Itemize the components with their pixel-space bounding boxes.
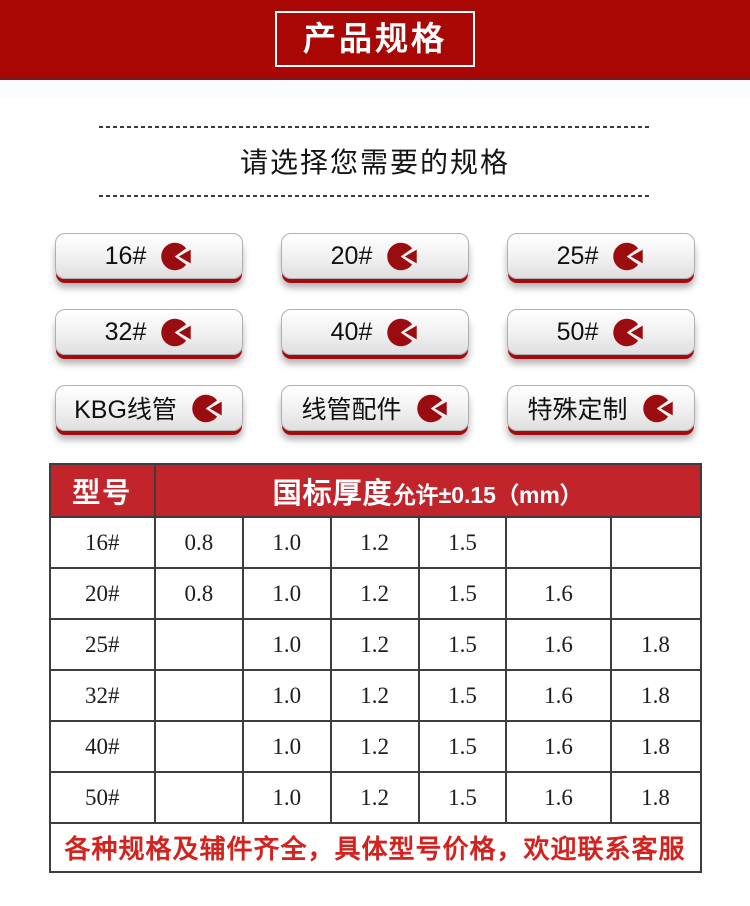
table-header-row: 型号 国标厚度允许±0.15（mm） — [48, 463, 702, 518]
cell-thickness: 1.5 — [417, 771, 508, 824]
cell-thickness: 1.2 — [329, 618, 420, 671]
pie-chart-icon — [613, 318, 644, 346]
cell-thickness: 1.0 — [241, 669, 332, 722]
header-thickness-sub: 允许±0.15（mm） — [392, 481, 583, 508]
cell-thickness: 1.8 — [609, 720, 702, 773]
table-row: 40# 1.0 1.2 1.5 1.6 1.8 — [48, 720, 702, 773]
cell-thickness — [609, 516, 702, 569]
header-thickness: 国标厚度允许±0.15（mm） — [153, 463, 702, 518]
spec-button-label: 32# — [104, 317, 147, 346]
cell-thickness: 0.8 — [153, 567, 244, 620]
cell-model: 40# — [48, 720, 156, 773]
spec-button[interactable]: KBG线管 — [55, 385, 243, 431]
spec-button[interactable]: 32# — [55, 309, 243, 355]
top-banner: 产品规格 — [0, 0, 750, 80]
cell-thickness — [609, 567, 702, 620]
pie-chart-icon — [613, 242, 644, 270]
spec-table-body: 16# 0.8 1.0 1.2 1.5 20# 0.8 1.0 1.2 1.5 … — [48, 516, 702, 824]
spec-picker-section: 请选择您需要的规格 — [0, 126, 750, 197]
cell-thickness — [153, 771, 244, 824]
pie-chart-icon — [161, 318, 192, 346]
cell-thickness: 1.5 — [417, 720, 508, 773]
spec-button[interactable]: 16# — [55, 233, 243, 279]
cell-thickness: 1.8 — [609, 669, 702, 722]
spec-button[interactable]: 20# — [281, 233, 469, 279]
table-row: 16# 0.8 1.0 1.2 1.5 — [48, 516, 702, 569]
spec-button-label: 20# — [330, 241, 373, 270]
cell-model: 20# — [48, 567, 156, 620]
cell-thickness: 1.8 — [609, 618, 702, 671]
banner-title-box: 产品规格 — [275, 10, 475, 68]
cell-thickness: 1.5 — [417, 516, 508, 569]
spec-button-label: 特殊定制 — [527, 396, 628, 424]
cell-thickness: 1.6 — [505, 669, 612, 722]
table-footer-note: 各种规格及辅件齐全，具体型号价格，欢迎联系客服 — [48, 822, 702, 873]
cell-thickness: 1.2 — [329, 567, 420, 620]
spec-button-label: KBG线管 — [74, 396, 177, 424]
table-row: 25# 1.0 1.2 1.5 1.6 1.8 — [48, 618, 702, 671]
pie-chart-icon — [192, 394, 222, 422]
cell-model: 16# — [48, 516, 156, 569]
cell-model: 32# — [48, 669, 156, 722]
table-row: 20# 0.8 1.0 1.2 1.5 1.6 — [48, 567, 702, 620]
table-row: 50# 1.0 1.2 1.5 1.6 1.8 — [48, 771, 702, 824]
cell-thickness: 1.0 — [241, 771, 332, 824]
cell-thickness — [153, 720, 244, 773]
spec-button[interactable]: 50# — [507, 309, 695, 355]
table-row: 32# 1.0 1.2 1.5 1.6 1.8 — [48, 669, 702, 722]
spec-table: 型号 国标厚度允许±0.15（mm） 16# 0.8 1.0 1.2 1.5 2… — [48, 463, 702, 873]
spec-button-label: 40# — [330, 317, 373, 346]
spec-button-label: 线管配件 — [301, 396, 402, 424]
spec-button-grid: 16# 20# 25# 32# 40# 50# — [0, 233, 750, 431]
cell-thickness: 1.0 — [241, 618, 332, 671]
header-thickness-main: 国标厚度 — [272, 477, 393, 510]
spec-button[interactable]: 25# — [507, 233, 695, 279]
cell-thickness: 1.0 — [241, 720, 332, 773]
cell-model: 25# — [48, 618, 156, 671]
pie-chart-icon — [642, 394, 673, 422]
pie-chart-icon — [387, 318, 418, 346]
pie-chart-icon — [387, 242, 418, 270]
banner-strip — [0, 80, 750, 98]
cell-thickness: 1.5 — [417, 567, 508, 620]
cell-thickness: 0.8 — [153, 516, 244, 569]
pie-chart-icon — [416, 394, 447, 422]
cell-thickness: 1.2 — [329, 720, 420, 773]
spec-button-label: 16# — [104, 241, 147, 270]
cell-thickness: 1.6 — [505, 567, 612, 620]
spec-button[interactable]: 特殊定制 — [507, 385, 695, 431]
header-model: 型号 — [48, 463, 156, 518]
pie-chart-icon — [161, 242, 192, 270]
spec-button[interactable]: 40# — [281, 309, 469, 355]
cell-thickness: 1.8 — [609, 771, 702, 824]
cell-thickness — [153, 618, 244, 671]
table-footer-row: 各种规格及辅件齐全，具体型号价格，欢迎联系客服 — [48, 822, 702, 873]
cell-thickness — [153, 669, 244, 722]
cell-thickness: 1.2 — [329, 669, 420, 722]
spec-button-label: 50# — [556, 317, 599, 346]
cell-thickness: 1.5 — [417, 618, 508, 671]
cell-thickness: 1.2 — [329, 771, 420, 824]
cell-model: 50# — [48, 771, 156, 824]
page-title: 产品规格 — [303, 19, 447, 57]
spec-button-label: 25# — [556, 241, 599, 270]
cell-thickness — [505, 516, 612, 569]
cell-thickness: 1.5 — [417, 669, 508, 722]
dashed-divider-top — [99, 126, 651, 128]
dashed-divider-bottom — [99, 195, 651, 197]
cell-thickness: 1.2 — [329, 516, 420, 569]
section-heading: 请选择您需要的规格 — [239, 147, 510, 178]
cell-thickness: 1.0 — [241, 567, 332, 620]
cell-thickness: 1.6 — [505, 720, 612, 773]
cell-thickness: 1.6 — [505, 771, 612, 824]
cell-thickness: 1.0 — [241, 516, 332, 569]
cell-thickness: 1.6 — [505, 618, 612, 671]
spec-button[interactable]: 线管配件 — [281, 385, 469, 431]
